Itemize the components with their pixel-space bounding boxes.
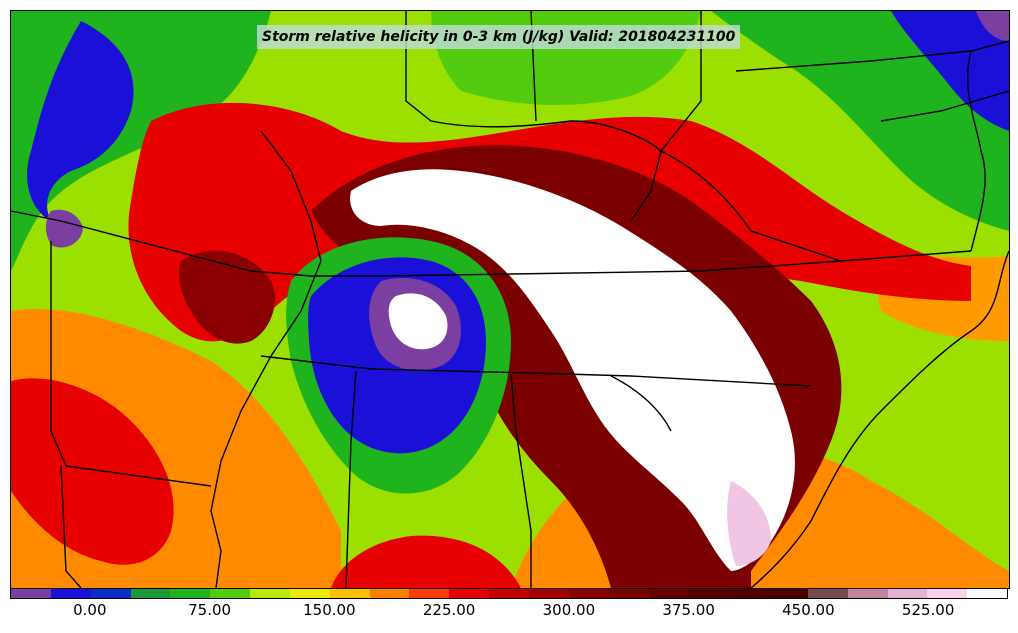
colorbar-segment <box>967 589 1008 598</box>
field-red-south <box>331 535 521 588</box>
border-line <box>345 370 357 588</box>
helicity-map: Storm relative helicity in 0-3 km (J/kg)… <box>10 10 1010 589</box>
colorbar-segment <box>847 589 888 598</box>
colorbar-segment <box>528 589 569 598</box>
colorbar-segment <box>927 589 968 598</box>
colorbar-segment <box>608 589 649 598</box>
map-title: Storm relative helicity in 0-3 km (J/kg)… <box>257 25 741 49</box>
colorbar-segment <box>50 589 91 598</box>
colorbar-segment <box>90 589 131 598</box>
field-white-hole <box>388 293 448 350</box>
field-darkred-west <box>179 250 275 344</box>
field-blue-nw <box>27 21 134 221</box>
border-line <box>610 375 672 432</box>
border-line <box>210 130 322 588</box>
colorbar-segment <box>250 589 290 598</box>
colorbar-segment <box>807 589 848 598</box>
border-line <box>260 355 812 387</box>
colorbar-segment <box>728 589 769 598</box>
colorbar-tick-label: 225.00 <box>422 601 476 619</box>
colorbar-segment <box>369 589 410 598</box>
colorbar-segment <box>489 589 529 598</box>
colorbar-segment <box>568 589 609 598</box>
field-purple-ne <box>976 11 1009 41</box>
colorbar-segment <box>648 589 689 598</box>
field-white-core <box>350 169 795 571</box>
colorbar-segment <box>329 589 370 598</box>
colorbar-segment <box>688 589 729 598</box>
border-line <box>60 465 82 588</box>
colorbar-segment <box>130 589 171 598</box>
colorbar-segment <box>289 589 330 598</box>
colorbar-tick-label: 375.00 <box>662 601 715 619</box>
colorbar-tick-label: 150.00 <box>303 601 356 619</box>
border-line <box>510 373 532 588</box>
border-line <box>660 150 842 262</box>
field-blue-ne <box>891 11 1009 131</box>
border-line <box>880 90 1009 122</box>
colorbar-segment <box>170 589 211 598</box>
state-borders <box>11 11 1009 588</box>
colorbar-segment <box>887 589 928 598</box>
colorbar-tick-label: 525.00 <box>901 601 955 619</box>
colorbar <box>10 588 1008 599</box>
colorbar-tick-label: 0.00 <box>73 601 107 619</box>
colorbar-segment <box>210 589 251 598</box>
colorbar-segment <box>11 589 51 598</box>
field-pink-edge <box>727 481 771 566</box>
colorbar-segment <box>768 589 808 598</box>
colorbar-segment <box>409 589 450 598</box>
border-line <box>50 241 212 487</box>
border-line <box>735 40 1009 72</box>
colorbar-tick-label: 75.00 <box>188 601 232 619</box>
map-plot <box>11 11 1009 588</box>
colorbar-labels: 0.00 75.00 150.00 225.00 300.00 375.00 450.00 5… <box>10 601 1008 623</box>
colorbar-tick-label: 300.00 <box>542 601 596 619</box>
colorbar-segment <box>449 589 490 598</box>
coastline <box>966 50 986 252</box>
border-line <box>11 210 972 277</box>
colorbar-tick-label: 450.00 <box>782 601 835 619</box>
coastline <box>750 250 1009 588</box>
border-line <box>430 120 662 152</box>
